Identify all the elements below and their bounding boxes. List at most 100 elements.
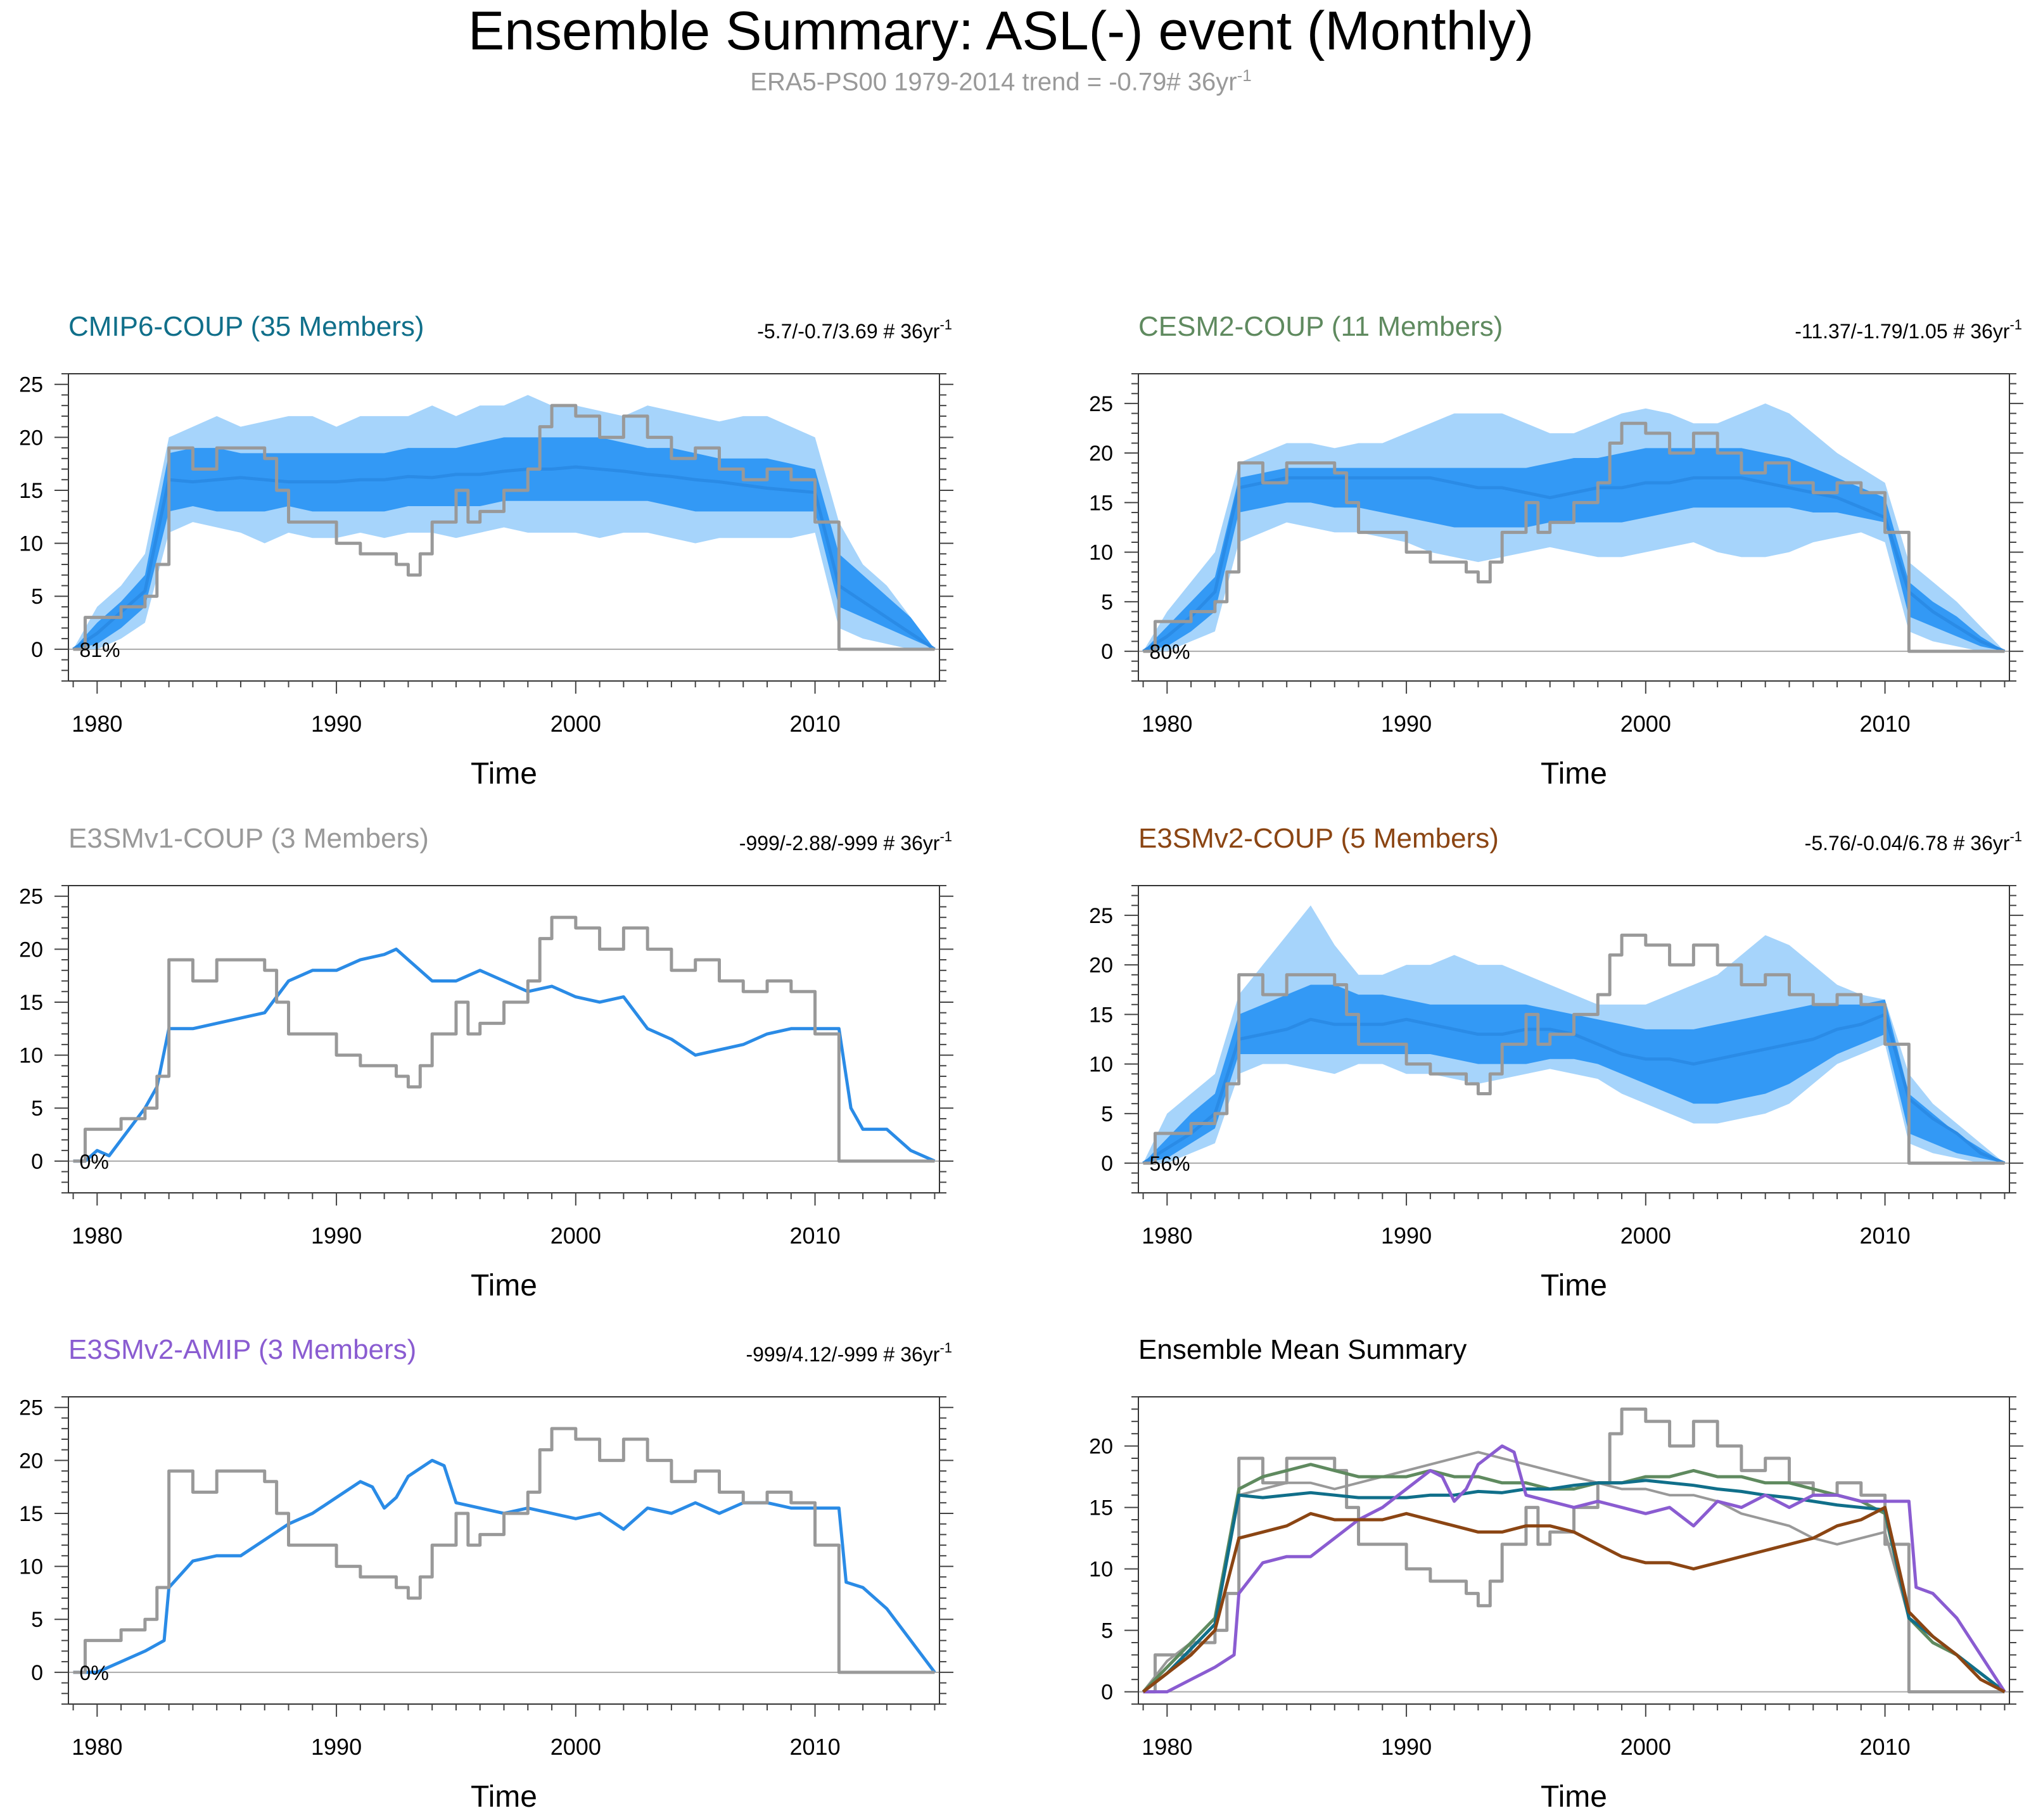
y-tick-label: 20 — [19, 938, 43, 962]
y-tick-label: 25 — [19, 373, 43, 397]
y-tick-label: 5 — [31, 1608, 43, 1632]
x-axis-label: Time — [471, 1780, 537, 1814]
y-tick-label: 5 — [1101, 590, 1113, 614]
plot-area — [68, 1427, 939, 1674]
trend-label: -999/4.12/-999 # 36yr-1 — [746, 1340, 952, 1366]
percent-label: 81% — [80, 639, 120, 661]
trend-label-text: -999/-2.88/-999 # 36yr — [739, 832, 940, 855]
percent-label: 80% — [1150, 640, 1190, 663]
trend-label-superscript: -1 — [2009, 317, 2022, 333]
x-tick-label: 1990 — [311, 711, 362, 737]
x-tick-label: 1990 — [1381, 711, 1432, 737]
x-tick-label: 2010 — [1860, 1223, 1911, 1249]
panel-e3smv2-amip: E3SMv2-AMIP (3 Members) -999/4.12/-999 # … — [19, 1334, 953, 1814]
trend-label-text: -999/4.12/-999 # 36yr — [746, 1343, 939, 1366]
x-axis-label: Time — [471, 757, 537, 791]
plot-area — [68, 915, 939, 1163]
percent-label: 0% — [80, 1150, 109, 1173]
plot-area — [1138, 403, 2009, 653]
y-tick-label: 25 — [19, 1396, 43, 1420]
y-tick-label: 10 — [1089, 1053, 1113, 1077]
y-tick-label: 15 — [1089, 1003, 1113, 1027]
percent-label: 0% — [80, 1662, 109, 1684]
y-tick-label: 5 — [31, 1097, 43, 1121]
x-tick-label: 2010 — [790, 1734, 841, 1760]
x-tick-label: 1990 — [311, 1734, 362, 1760]
panel-e3smv2-coup: E3SMv2-COUP (5 Members) -5.76/-0.04/6.78 … — [1089, 823, 2023, 1302]
series-line-ensemble-mean — [73, 947, 936, 1163]
series-line-e3smv2-coup — [1142, 1506, 2006, 1693]
x-tick-label: 1980 — [1142, 711, 1192, 737]
y-tick-label: 15 — [19, 1502, 43, 1526]
x-tick-label: 2000 — [551, 1223, 601, 1249]
y-tick-label: 0 — [31, 1661, 43, 1685]
y-tick-label: 10 — [1089, 1558, 1113, 1582]
panel-title: E3SMv1-COUP (3 Members) — [68, 823, 429, 854]
plot-area — [1138, 1407, 2009, 1694]
panel-ensemble-mean-summary: Ensemble Mean Summary 0 5 10 15 20 1980 1990 200… — [1089, 1334, 2023, 1814]
x-tick-label: 1990 — [311, 1223, 362, 1249]
trend-label-text: -11.37/-1.79/1.05 # 36yr — [1795, 320, 2010, 343]
y-tick-label: 10 — [1089, 541, 1113, 565]
figure-subtitle-superscript: -1 — [1237, 66, 1252, 85]
series-line-era5-ps00 — [1143, 933, 2005, 1165]
series-line-era5-ps00 — [73, 915, 935, 1163]
trend-label: -11.37/-1.79/1.05 # 36yr-1 — [1795, 317, 2022, 343]
y-tick-label: 10 — [19, 1044, 43, 1068]
panel-title: CMIP6-COUP (35 Members) — [68, 311, 424, 342]
y-tick-label: 0 — [31, 1150, 43, 1174]
y-tick-label: 10 — [19, 1555, 43, 1579]
y-tick-label: 20 — [19, 1449, 43, 1473]
y-tick-label: 20 — [1089, 953, 1113, 977]
series-line-cesm2-coup — [1142, 1463, 2006, 1693]
trend-label: -5.76/-0.04/6.78 # 36yr-1 — [1805, 829, 2022, 855]
y-tick-label: 5 — [31, 585, 43, 609]
plot-frame — [1138, 1396, 2010, 1705]
x-axis-label: Time — [471, 1269, 537, 1302]
x-tick-label: 2010 — [790, 711, 841, 737]
y-tick-label: 5 — [1101, 1619, 1113, 1643]
panel-cmip6-coup: CMIP6-COUP (35 Members) -5.7/-0.7/3.69 # … — [19, 311, 953, 791]
x-tick-label: 2000 — [1620, 1734, 1671, 1760]
x-axis-label: Time — [1541, 757, 1607, 791]
plot-area — [68, 395, 939, 651]
y-tick-label: 0 — [1101, 640, 1113, 664]
trend-label-text: -5.76/-0.04/6.78 # 36yr — [1805, 832, 2010, 855]
series-line-e3smv2-amip — [1143, 1444, 2006, 1694]
x-tick-label: 1990 — [1381, 1223, 1432, 1249]
trend-label: -999/-2.88/-999 # 36yr-1 — [739, 829, 952, 855]
y-tick-label: 20 — [1089, 442, 1113, 466]
x-axis-label: Time — [1541, 1780, 1607, 1814]
y-tick-label: 15 — [1089, 1496, 1113, 1520]
trend-label-superscript: -1 — [939, 317, 952, 333]
y-tick-label: 15 — [1089, 491, 1113, 515]
x-tick-label: 2010 — [1860, 711, 1911, 737]
x-tick-label: 1980 — [72, 1734, 122, 1760]
y-tick-label: 10 — [19, 532, 43, 556]
plot-frame — [68, 1396, 940, 1705]
percent-label: 56% — [1150, 1152, 1190, 1175]
panel-cesm2-coup: CESM2-COUP (11 Members) -11.37/-1.79/1.05… — [1089, 311, 2023, 791]
x-tick-label: 2000 — [551, 1734, 601, 1760]
x-axis-label: Time — [1541, 1269, 1607, 1302]
panel-title: CESM2-COUP (11 Members) — [1138, 311, 1503, 342]
panel-title: Ensemble Mean Summary — [1138, 1334, 1467, 1365]
x-tick-label: 1980 — [72, 1223, 122, 1249]
y-tick-label: 20 — [19, 426, 43, 450]
y-tick-label: 25 — [1089, 392, 1113, 416]
figure-title: Ensemble Summary: ASL(-) event (Monthly) — [468, 1, 1534, 61]
x-tick-label: 2010 — [1860, 1734, 1911, 1760]
series-line-cmip6-coup — [1142, 1479, 2006, 1693]
y-tick-label: 25 — [1089, 904, 1113, 928]
spread-band-outer — [73, 395, 935, 649]
series-line-era5-ps00 — [1143, 1407, 2005, 1694]
series-line-ensemble-mean — [72, 465, 936, 651]
y-tick-label: 15 — [19, 991, 43, 1015]
trend-label-superscript: -1 — [939, 829, 952, 844]
y-tick-label: 0 — [31, 638, 43, 662]
trend-label: -5.7/-0.7/3.69 # 36yr-1 — [757, 317, 952, 343]
plot-area — [1138, 905, 2009, 1165]
spread-band-outer — [1143, 403, 2005, 652]
series-line-e3smv1-coup — [1142, 1451, 2006, 1693]
